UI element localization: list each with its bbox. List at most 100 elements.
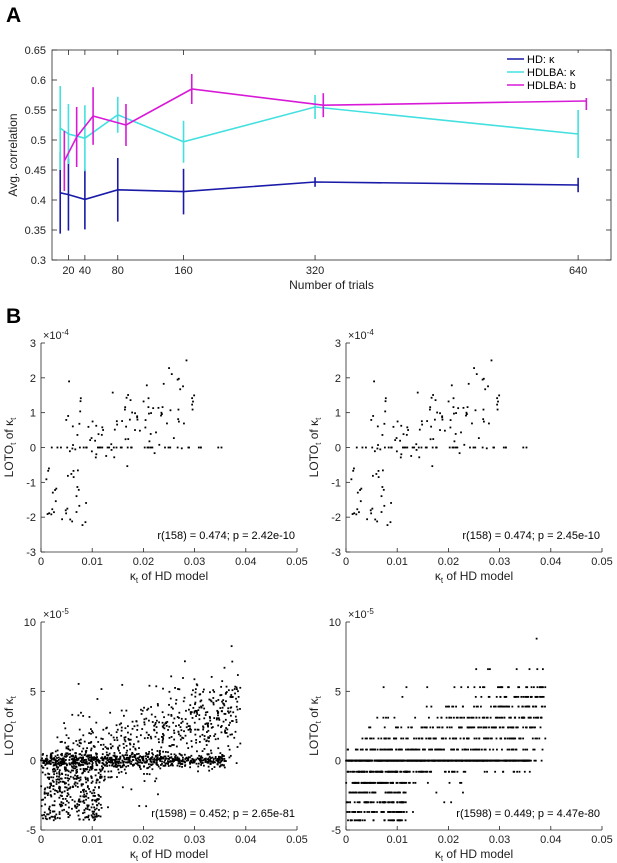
scatter-point (389, 781, 392, 784)
scatter-point (421, 423, 424, 426)
scatter-point (112, 754, 115, 757)
scatter-point (142, 400, 145, 403)
scatter-point (95, 736, 98, 739)
scatter-point (399, 439, 401, 442)
x-tick-label: 20 (62, 265, 74, 277)
scatter-point (162, 734, 165, 737)
scatter-point (182, 677, 184, 679)
scatter-point (101, 753, 104, 756)
scatter-point (92, 789, 95, 792)
scatter-point (196, 757, 199, 760)
scatter-point (120, 770, 123, 773)
scatter-point (465, 414, 467, 417)
scatter-point (56, 749, 59, 752)
scatter-point (79, 800, 82, 803)
scatter-point (469, 446, 471, 449)
scatter-point (457, 748, 459, 751)
scatter-point (49, 790, 52, 793)
scatter-point (96, 752, 98, 755)
scatter-point (66, 769, 69, 772)
scatter-point (130, 763, 133, 765)
scatter-point (112, 446, 115, 449)
scatter-point (476, 748, 479, 751)
scatter-point (154, 780, 156, 783)
scatter-point (115, 736, 118, 739)
scatter-point (106, 754, 108, 756)
scatter-point (141, 756, 143, 759)
scatter-point (136, 760, 139, 763)
scatter-point (50, 783, 52, 785)
scatter-point (96, 804, 99, 807)
scatter-point (167, 729, 169, 731)
scatter-point (83, 761, 86, 764)
scatter-point (75, 766, 78, 768)
scatter-point (400, 811, 403, 813)
scatter-point (158, 741, 160, 744)
scatter-point (50, 758, 53, 761)
x-tick-label: 0 (343, 556, 349, 568)
scatter-point (126, 446, 129, 449)
scatter-point (145, 752, 148, 754)
scatter-point (75, 772, 78, 774)
scatter-point (77, 764, 80, 767)
scatter-point (127, 725, 129, 728)
scatter-point (228, 756, 231, 759)
scatter-point (368, 791, 371, 794)
scatter-point (191, 403, 194, 406)
scatter-point (211, 768, 214, 770)
scatter-point (370, 759, 372, 762)
scatter-point (60, 791, 63, 794)
scatter-point (143, 780, 146, 782)
y-tick-label: 0 (30, 443, 36, 455)
scatter-point (492, 759, 495, 762)
scatter-point (198, 714, 201, 717)
scatter-point (151, 768, 154, 771)
scatter-point (79, 756, 82, 759)
scatter-point (50, 754, 53, 757)
scatter-point (496, 403, 499, 406)
scatter-point (374, 748, 376, 751)
scatter-point (499, 705, 501, 708)
scatter-point (495, 695, 498, 698)
scatter-point (115, 755, 117, 758)
scatter-point (475, 716, 478, 719)
scatter-point (524, 748, 527, 751)
scatter-point (393, 716, 396, 719)
scatter-point (445, 716, 448, 719)
scatter-point (210, 700, 213, 703)
scatter-point (154, 758, 156, 761)
scatter-point (239, 686, 242, 689)
scatter-point (123, 758, 126, 761)
scatter-point (107, 770, 110, 773)
scatter-point (130, 760, 133, 763)
scatter-point (204, 761, 207, 763)
scatter-point (163, 716, 165, 719)
scatter-point (482, 377, 485, 380)
scatter-point (143, 773, 145, 775)
scatter-point (149, 759, 152, 761)
scatter-point (485, 759, 488, 762)
scatter-point (121, 786, 124, 789)
x-tick-label: 0.03 (489, 556, 510, 568)
scatter-point (63, 766, 66, 769)
correlation-annotation: r(1598) = 0.449; p = 4.47e-80 (456, 808, 600, 820)
scatter-point (188, 728, 191, 731)
scatter-point (68, 762, 71, 765)
scatter-point (58, 787, 60, 790)
scatter-point (236, 708, 239, 711)
scatter-point (393, 819, 395, 822)
scatter-point (426, 759, 429, 762)
scatter-point (94, 815, 97, 818)
scatter-point (474, 759, 477, 762)
scatter-point (396, 801, 399, 804)
scatter-point (200, 699, 203, 702)
scatter-point (519, 737, 522, 740)
scatter-point (376, 425, 379, 428)
scatter-point (41, 771, 44, 774)
scatter-point (148, 440, 151, 443)
scatter-point (453, 716, 455, 719)
scatter-point (407, 770, 409, 773)
scatter-point (102, 766, 104, 769)
